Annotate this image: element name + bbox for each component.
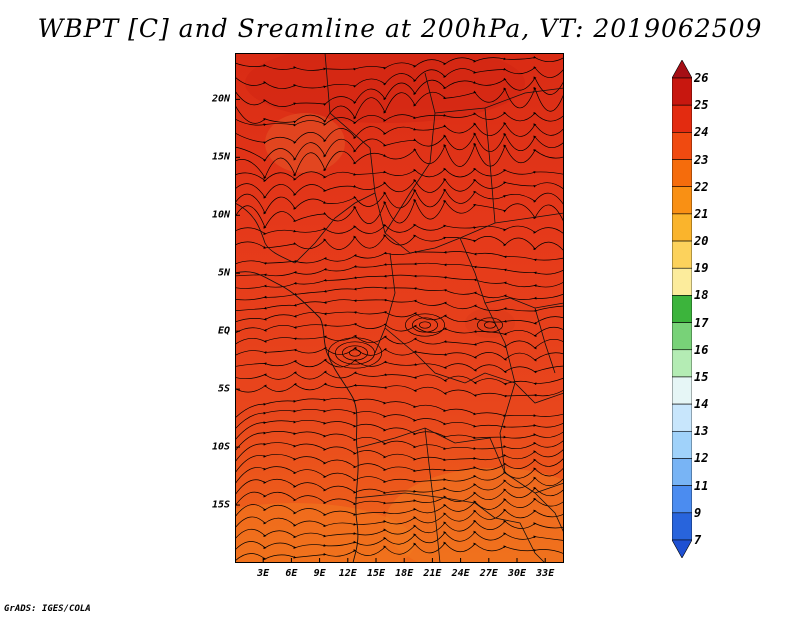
colorbar-label: 18 [694,288,709,303]
streamline [235,322,564,338]
map-panel [235,53,564,563]
colorbar-segment [672,267,692,296]
streamline [235,286,564,301]
streamline [235,223,564,236]
colorbar-segment [672,60,692,79]
lon-tick-label: 18E [395,568,414,579]
streamline [235,334,564,350]
streamlines [235,55,564,562]
colorbar [672,60,692,558]
colorbar-segment [672,186,692,215]
streamline [235,346,564,362]
colorbar-segment [672,512,692,541]
lon-tick-label: 3E [257,568,270,579]
lon-tick-label: 12E [338,568,357,579]
colorbar-label: 26 [694,71,709,85]
lat-tick-label: 15S [211,499,230,511]
colorbar-segment [672,77,692,106]
streamline [235,453,564,474]
colorbar-label: 12 [694,451,709,466]
streamline [235,262,564,277]
colorbar-segment [672,403,692,432]
grads-credit: GrADS: IGES/COLA [4,604,91,614]
vortex-ring [419,321,431,329]
colorbar-label: 11 [694,478,709,493]
lon-tick-label: 27E [479,568,498,579]
vortex-ring [342,345,368,361]
colorbar-segment [672,376,692,405]
lon-tick-label: 24E [451,568,470,579]
lon-tick-label: 21E [423,568,442,579]
colorbar-label: 13 [694,424,709,439]
colorbar-label: 19 [694,261,709,276]
colorbar-label: 20 [694,234,709,249]
lat-tick-label: 15N [211,151,230,163]
colorbar-segment [672,349,692,378]
streamline [235,167,564,183]
colorbar-label: 14 [694,397,709,412]
colorbar-segment [672,104,692,133]
streamline [235,541,564,562]
colorbar-segment [672,295,692,323]
colorbar-label: 9 [694,505,702,520]
vortex-ring [335,341,375,365]
lat-tick-label: 5N [217,267,230,279]
streamline [235,274,564,289]
streamline [235,358,564,374]
colorbar-label: 7 [694,533,702,547]
lat-tick-label: 10N [211,209,230,221]
weather-map [235,53,564,563]
streamline [235,310,564,325]
lon-tick-label: 6E [285,568,298,579]
colorbar-segment [672,132,692,160]
colorbar-segment [672,539,692,558]
colorbar-segment [672,430,692,459]
streamline [235,382,564,398]
lon-tick-label: 9E [313,568,326,579]
map-frame [235,53,564,563]
colorbar-label: 17 [694,315,709,330]
colorbar-segment [672,458,692,486]
vortex-ring [349,349,361,357]
colorbar-label: 16 [694,342,709,357]
vortex-ring [477,317,503,333]
streamline [235,298,564,313]
lon-tick-label: 15E [366,568,386,579]
vortex-ring [328,337,382,369]
colorbar-segment [672,322,692,351]
colorbar-label: 25 [694,98,709,113]
colorbar-label: 22 [694,179,709,194]
vortex-ring [412,317,438,333]
chart-title: WBPT [C] and Sreamline at 200hPa, VT: 20… [37,14,763,43]
colorbar-segment [672,240,692,269]
colorbar-label: 23 [694,152,709,167]
tick-marks [235,98,546,563]
lon-tick-label: 30E [507,568,527,579]
colorbar-label: 15 [694,369,709,384]
colorbar-label: 21 [694,206,709,221]
colorbar-label: 24 [694,125,709,140]
lat-tick-label: 20N [211,93,230,105]
colorbar-segment [672,213,692,242]
colorbar-segment [672,485,692,514]
colorbar-segment [672,159,692,188]
streamline [235,198,564,229]
lat-tick-label: 10S [211,441,230,453]
vortex-ring [405,313,445,337]
country-borders [235,53,564,563]
lat-tick-label: EQ [217,325,230,337]
lon-tick-label: 33E [536,568,555,579]
lat-tick-label: 5S [217,383,230,395]
